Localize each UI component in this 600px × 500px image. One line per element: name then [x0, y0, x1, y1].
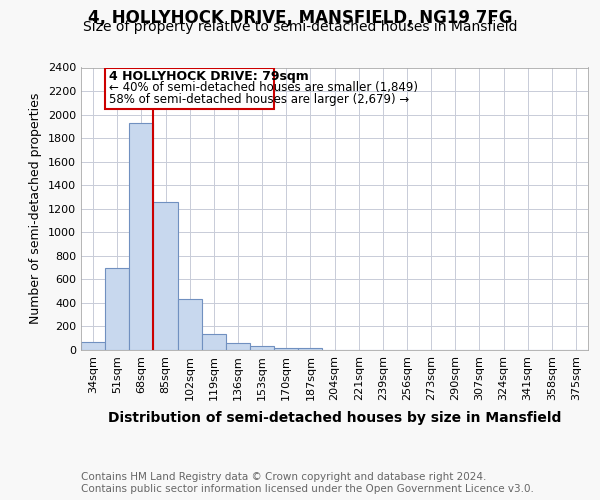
- Text: Size of property relative to semi-detached houses in Mansfield: Size of property relative to semi-detach…: [83, 20, 517, 34]
- Bar: [250, 346, 274, 350]
- Bar: [178, 300, 202, 350]
- Bar: [154, 202, 178, 350]
- Bar: [105, 268, 129, 350]
- Text: 4, HOLLYHOCK DRIVE, MANSFIELD, NG19 7FG: 4, HOLLYHOCK DRIVE, MANSFIELD, NG19 7FG: [88, 9, 512, 27]
- Bar: [105, 68, 274, 108]
- Bar: [226, 343, 250, 350]
- Text: Contains public sector information licensed under the Open Government Licence v3: Contains public sector information licen…: [81, 484, 534, 494]
- Y-axis label: Number of semi-detached properties: Number of semi-detached properties: [29, 93, 43, 324]
- Text: 4 HOLLYHOCK DRIVE: 79sqm: 4 HOLLYHOCK DRIVE: 79sqm: [109, 70, 308, 83]
- Bar: [298, 348, 322, 350]
- Text: 58% of semi-detached houses are larger (2,679) →: 58% of semi-detached houses are larger (…: [109, 93, 409, 106]
- Bar: [274, 348, 298, 350]
- Bar: [81, 342, 105, 350]
- Text: Contains HM Land Registry data © Crown copyright and database right 2024.: Contains HM Land Registry data © Crown c…: [81, 472, 487, 482]
- X-axis label: Distribution of semi-detached houses by size in Mansfield: Distribution of semi-detached houses by …: [108, 411, 561, 425]
- Bar: [202, 334, 226, 350]
- Bar: [129, 123, 154, 350]
- Text: ← 40% of semi-detached houses are smaller (1,849): ← 40% of semi-detached houses are smalle…: [109, 82, 418, 94]
